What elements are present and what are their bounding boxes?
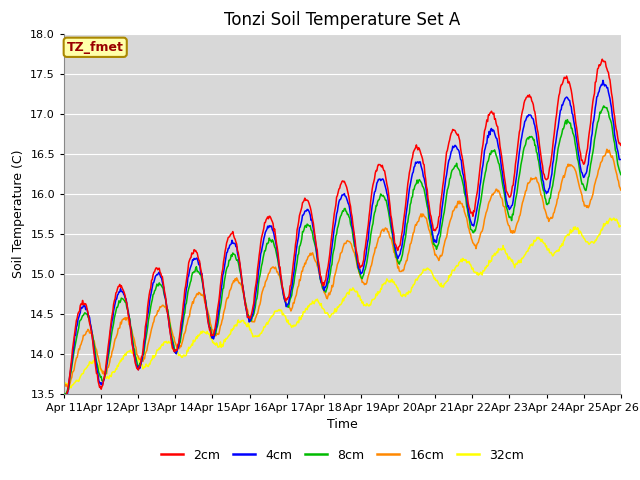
X-axis label: Time: Time <box>327 418 358 431</box>
Title: Tonzi Soil Temperature Set A: Tonzi Soil Temperature Set A <box>224 11 461 29</box>
Legend: 2cm, 4cm, 8cm, 16cm, 32cm: 2cm, 4cm, 8cm, 16cm, 32cm <box>156 444 529 467</box>
Text: TZ_fmet: TZ_fmet <box>67 41 124 54</box>
Y-axis label: Soil Temperature (C): Soil Temperature (C) <box>12 149 25 278</box>
